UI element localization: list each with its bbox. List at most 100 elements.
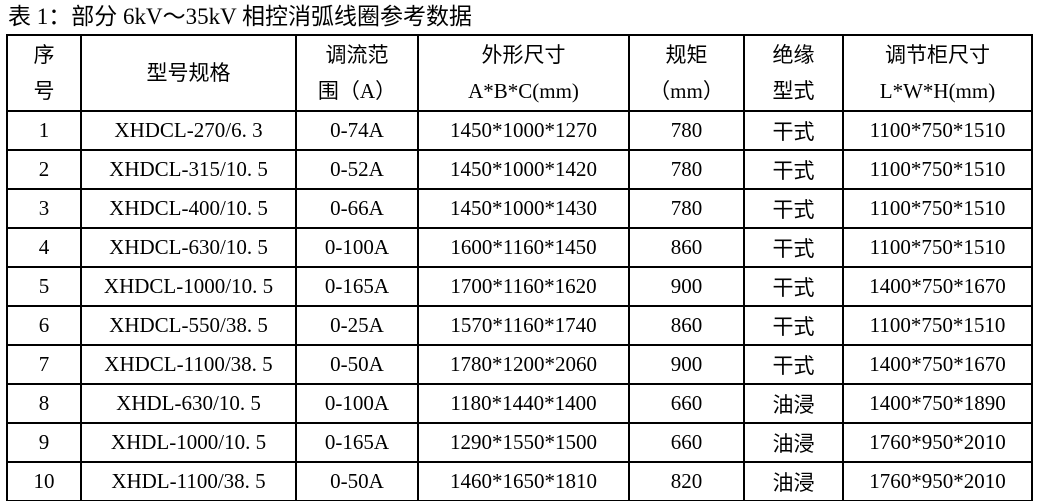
cell-current-range: 0-25A	[295, 305, 419, 346]
table-row: 9 XHDL-1000/10. 5 0-165A 1290*1550*1500 …	[6, 422, 1033, 463]
cell-gauge: 860	[628, 305, 745, 346]
cell-insulation: 干式	[743, 266, 844, 307]
cell-dimensions: 1570*1160*1740	[417, 305, 630, 346]
cell-insulation: 干式	[743, 110, 844, 151]
table-title: 表 1：部分 6kV～35kV 相控消弧线圈参考数据	[8, 4, 473, 29]
cell-dimensions: 1600*1160*1450	[417, 227, 630, 268]
cell-model: XHDCL-315/10. 5	[80, 149, 297, 190]
cell-gauge: 900	[628, 266, 745, 307]
cell-current-range: 0-50A	[295, 344, 419, 385]
cell-dimensions: 1290*1550*1500	[417, 422, 630, 463]
cell-model: XHDCL-270/6. 3	[80, 110, 297, 151]
cell-current-range: 0-50A	[295, 461, 419, 501]
header-line: 外形尺寸	[481, 43, 566, 67]
cell-dimensions: 1450*1000*1430	[417, 188, 630, 229]
cell-insulation: 干式	[743, 305, 844, 346]
cell-gauge: 820	[628, 461, 745, 501]
cell-gauge: 780	[628, 149, 745, 190]
col-header-model: 型号规格	[80, 34, 297, 112]
header-line: 调节柜尺寸	[885, 43, 990, 67]
cell-current-range: 0-100A	[295, 383, 419, 424]
table-row: 1 XHDCL-270/6. 3 0-74A 1450*1000*1270 78…	[6, 110, 1033, 151]
cell-cabinet: 1100*750*1510	[842, 149, 1033, 190]
col-header-insulation: 绝缘 型式	[743, 34, 844, 112]
cell-index: 1	[6, 110, 82, 151]
cell-insulation: 干式	[743, 188, 844, 229]
cell-insulation: 油浸	[743, 422, 844, 463]
cell-insulation: 干式	[743, 227, 844, 268]
header-row: 序 号 型号规格 调流范 围（A） 外形尺寸 A*B*C(mm) 规矩 （mm）	[6, 34, 1033, 112]
col-header-gauge: 规矩 （mm）	[628, 34, 745, 112]
cell-current-range: 0-165A	[295, 422, 419, 463]
cell-insulation: 油浸	[743, 461, 844, 501]
cell-cabinet: 1100*750*1510	[842, 188, 1033, 229]
cell-gauge: 860	[628, 227, 745, 268]
table-row: 5 XHDCL-1000/10. 5 0-165A 1700*1160*1620…	[6, 266, 1033, 307]
header-line: 序	[33, 43, 55, 67]
table-row: 3 XHDCL-400/10. 5 0-66A 1450*1000*1430 7…	[6, 188, 1033, 229]
cell-index: 10	[6, 461, 82, 501]
table-row: 8 XHDL-630/10. 5 0-100A 1180*1440*1400 6…	[6, 383, 1033, 424]
header-line: 绝缘	[772, 43, 815, 67]
table-row: 6 XHDCL-550/38. 5 0-25A 1570*1160*1740 8…	[6, 305, 1033, 346]
cell-cabinet: 1400*750*1670	[842, 266, 1033, 307]
cell-cabinet: 1760*950*2010	[842, 422, 1033, 463]
cell-dimensions: 1450*1000*1270	[417, 110, 630, 151]
cell-dimensions: 1180*1440*1400	[417, 383, 630, 424]
col-header-index: 序 号	[6, 34, 82, 112]
cell-current-range: 0-66A	[295, 188, 419, 229]
reference-data-table: 序 号 型号规格 调流范 围（A） 外形尺寸 A*B*C(mm) 规矩 （mm）	[6, 34, 1033, 501]
header-line: 调流范	[325, 43, 389, 67]
cell-model: XHDCL-1100/38. 5	[80, 344, 297, 385]
col-header-cabinet: 调节柜尺寸 L*W*H(mm)	[842, 34, 1033, 112]
col-header-current-range: 调流范 围（A）	[295, 34, 419, 112]
table-row: 7 XHDCL-1100/38. 5 0-50A 1780*1200*2060 …	[6, 344, 1033, 385]
cell-model: XHDCL-630/10. 5	[80, 227, 297, 268]
cell-current-range: 0-52A	[295, 149, 419, 190]
cell-index: 2	[6, 149, 82, 190]
cell-current-range: 0-165A	[295, 266, 419, 307]
header-line: 号	[33, 79, 55, 103]
table-row: 10 XHDL-1100/38. 5 0-50A 1460*1650*1810 …	[6, 461, 1033, 501]
cell-model: XHDCL-550/38. 5	[80, 305, 297, 346]
header-line: 型式	[772, 79, 815, 103]
cell-gauge: 660	[628, 383, 745, 424]
cell-insulation: 干式	[743, 149, 844, 190]
table-row: 4 XHDCL-630/10. 5 0-100A 1600*1160*1450 …	[6, 227, 1033, 268]
cell-index: 4	[6, 227, 82, 268]
cell-model: XHDL-1000/10. 5	[80, 422, 297, 463]
cell-cabinet: 1100*750*1510	[842, 110, 1033, 151]
cell-dimensions: 1780*1200*2060	[417, 344, 630, 385]
cell-insulation: 油浸	[743, 383, 844, 424]
cell-index: 5	[6, 266, 82, 307]
cell-model: XHDCL-1000/10. 5	[80, 266, 297, 307]
cell-index: 6	[6, 305, 82, 346]
cell-model: XHDL-1100/38. 5	[80, 461, 297, 501]
header-line: A*B*C(mm)	[468, 79, 579, 103]
cell-current-range: 0-74A	[295, 110, 419, 151]
cell-index: 9	[6, 422, 82, 463]
cell-model: XHDCL-400/10. 5	[80, 188, 297, 229]
cell-insulation: 干式	[743, 344, 844, 385]
cell-cabinet: 1760*950*2010	[842, 461, 1033, 501]
cell-index: 7	[6, 344, 82, 385]
cell-cabinet: 1100*750*1510	[842, 227, 1033, 268]
cell-index: 8	[6, 383, 82, 424]
cell-dimensions: 1450*1000*1420	[417, 149, 630, 190]
cell-current-range: 0-100A	[295, 227, 419, 268]
cell-gauge: 780	[628, 110, 745, 151]
cell-gauge: 660	[628, 422, 745, 463]
table-row: 2 XHDCL-315/10. 5 0-52A 1450*1000*1420 7…	[6, 149, 1033, 190]
header-line: 围（A）	[317, 79, 397, 103]
col-header-dimensions: 外形尺寸 A*B*C(mm)	[417, 34, 630, 112]
cell-cabinet: 1100*750*1510	[842, 305, 1033, 346]
cell-cabinet: 1400*750*1670	[842, 344, 1033, 385]
header-line: 型号规格	[146, 61, 231, 85]
cell-dimensions: 1460*1650*1810	[417, 461, 630, 501]
header-line: 规矩	[665, 43, 708, 67]
cell-gauge: 780	[628, 188, 745, 229]
table-body: 1 XHDCL-270/6. 3 0-74A 1450*1000*1270 78…	[6, 110, 1033, 501]
header-line: （mm）	[649, 79, 724, 103]
cell-index: 3	[6, 188, 82, 229]
